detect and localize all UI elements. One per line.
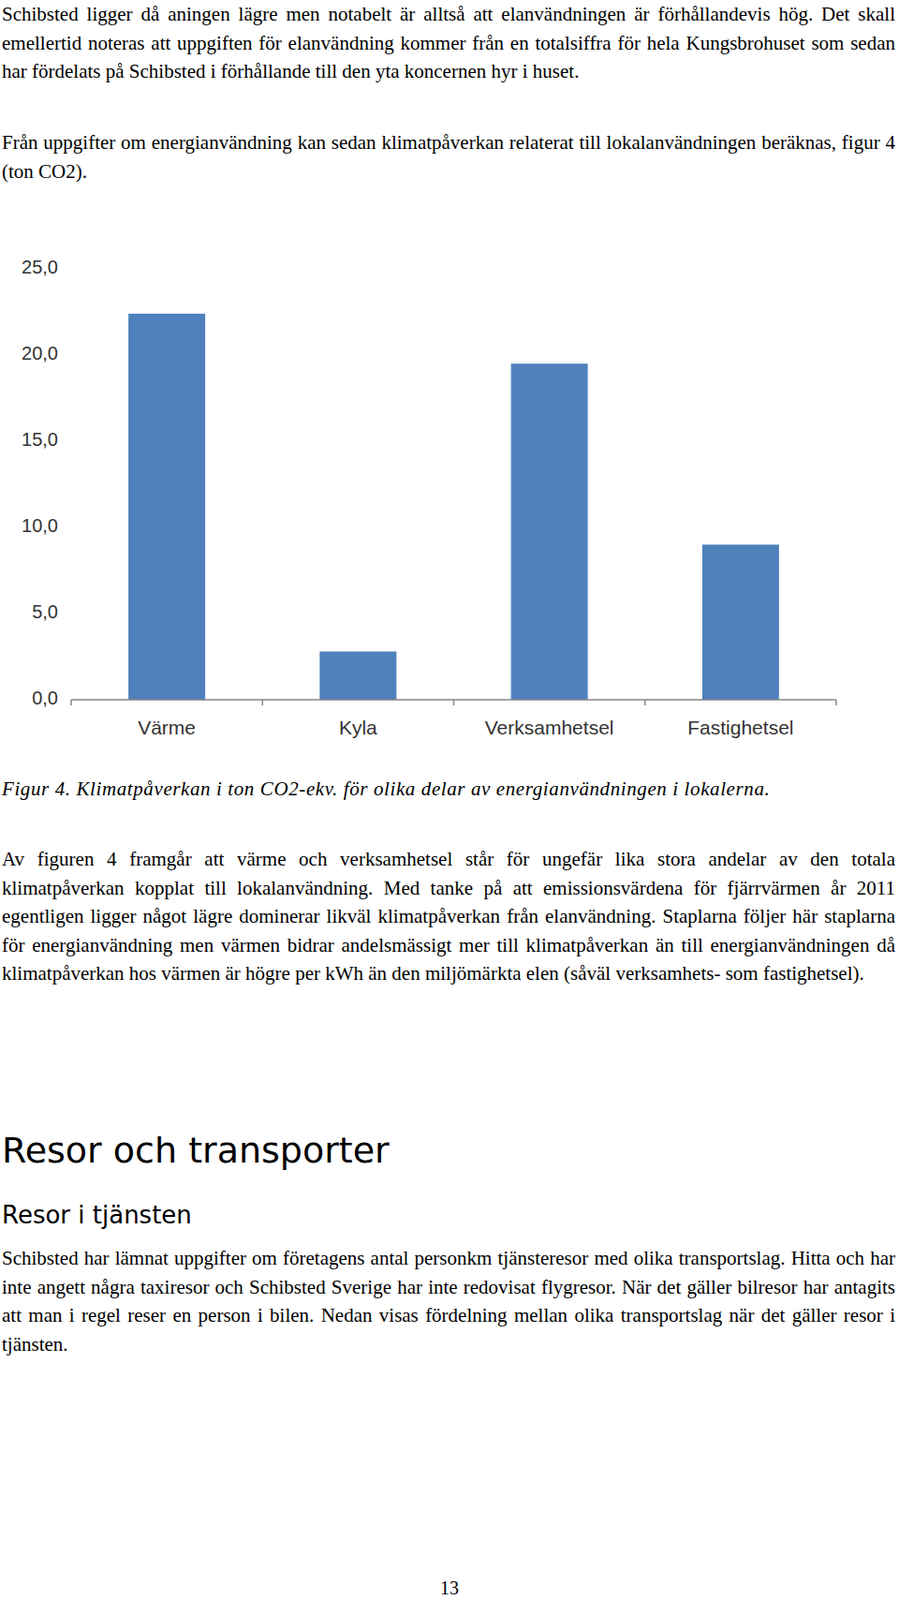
x-tick — [262, 699, 265, 706]
bars — [128, 313, 780, 700]
bar — [511, 363, 589, 700]
y-tick-label: 0,0 — [31, 687, 59, 708]
bar — [702, 544, 780, 700]
x-tick — [453, 699, 456, 706]
page-number: 13 — [0, 1576, 899, 1598]
subsection-heading: Resor i tjänsten — [1, 1198, 192, 1231]
x-tick-label: Verksamhetsel — [485, 716, 615, 738]
x-tick — [644, 699, 647, 706]
x-tick — [70, 699, 73, 706]
x-tick-label: Fastighetsel — [687, 716, 794, 738]
y-tick-label: 25,0 — [21, 256, 59, 278]
bar — [128, 313, 206, 700]
paragraph: Av figuren 4 framgår att värme och verks… — [1, 844, 896, 988]
paragraph: Schibsted har lämnat uppgifter om företa… — [1, 1243, 896, 1358]
paragraph: Från uppgifter om energianvändning kan s… — [1, 128, 896, 186]
paragraph: Schibsted ligger då aningen lägre men no… — [1, 0, 896, 87]
figure-caption: Figur 4. Klimatpåverkan i ton CO2-ekv. f… — [1, 774, 896, 804]
bar-chart: 0,0 5,0 10,0 15,0 20,0 25,0 Värme Kyla Verksamhe… — [0, 243, 899, 754]
y-tick-label: 15,0 — [21, 428, 59, 450]
y-tick-label: 5,0 — [31, 601, 59, 622]
y-tick-label: 10,0 — [21, 515, 59, 536]
x-tick — [835, 699, 838, 706]
x-tick-label: Kyla — [338, 716, 378, 738]
bar — [319, 650, 397, 700]
y-tick-label: 20,0 — [21, 342, 59, 364]
section-heading: Resor och transporter — [1, 1127, 390, 1173]
x-tick-label: Värme — [137, 716, 196, 738]
